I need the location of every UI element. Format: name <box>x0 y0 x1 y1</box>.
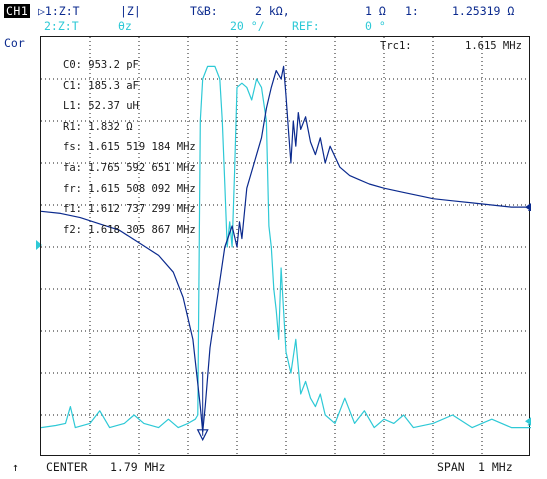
trace2-ref-label: REF: <box>292 19 320 33</box>
trace1-marker-value: 1.25319 Ω <box>452 4 515 18</box>
param-value: 1.612 737 299 MHz <box>81 203 196 216</box>
reference-position-marker-icon[interactable] <box>36 240 42 250</box>
param-value: 1.618 305 867 MHz <box>81 223 196 236</box>
param-name: fr: <box>63 182 82 195</box>
span-label: SPAN <box>437 460 465 474</box>
param-row: f1: 1.612 737 299 MHz <box>63 203 196 215</box>
reference-marker-2-icon <box>525 417 531 426</box>
param-name: fs: <box>63 141 82 154</box>
trace-marker-frequency: 1.615 MHz <box>465 40 522 52</box>
trace1-format: |Z| <box>120 4 141 18</box>
trace1-scale-label: T&B: <box>190 4 218 18</box>
marker-arrow-icon: ↑ <box>12 460 19 474</box>
param-row: fr: 1.615 508 092 MHz <box>63 183 196 195</box>
param-row: C1: 185.3 aF <box>63 80 139 92</box>
param-name: L1: <box>63 100 82 113</box>
trace-line-impedance <box>41 65 531 433</box>
trace-chart: 12 <box>41 37 531 457</box>
param-name: f1: <box>63 203 82 216</box>
reference-marker-1-icon <box>525 203 531 212</box>
trace1-scale-value: 2 kΩ, <box>255 4 290 18</box>
param-row: f2: 1.618 305 867 MHz <box>63 224 196 236</box>
center-value[interactable]: 1.79 MHz <box>110 460 166 474</box>
param-row: L1: 52.37 uH <box>63 100 139 112</box>
span-value[interactable]: 1 MHz <box>478 460 513 474</box>
reference-marker-1-label: 1 <box>527 204 531 214</box>
trace2-ref-value: 0 ° <box>365 19 386 33</box>
param-value: 1.615 508 092 MHz <box>81 182 196 195</box>
trace-marker-label: Trc1: <box>380 40 412 52</box>
param-value: 185.3 aF <box>81 79 139 92</box>
param-row: C0: 953.2 pF <box>63 59 139 71</box>
trace2-format: θz <box>118 19 132 33</box>
center-label: CENTER <box>46 460 88 474</box>
trace1-ref-value: 1 Ω <box>365 4 386 18</box>
trace2-scale-value: 20 °/ <box>230 19 265 33</box>
trace2-label[interactable]: 2:Z:T <box>44 19 79 33</box>
marker-triangle-icon <box>196 429 209 442</box>
param-value: 1.765 592 651 MHz <box>81 162 196 174</box>
param-value: 953.2 pF <box>81 59 139 71</box>
param-value: 1.615 519 184 MHz <box>81 141 196 154</box>
param-name: fa: <box>63 162 82 174</box>
param-row: fa: 1.765 592 651 MHz <box>63 162 196 174</box>
reference-marker-2-label: 2 <box>527 418 531 428</box>
param-name: C1: <box>63 79 82 92</box>
param-row: fs: 1.615 519 184 MHz <box>63 141 196 153</box>
param-name: C0: <box>63 59 82 71</box>
trace1-marker-label: 1: <box>405 4 419 18</box>
channel-indicator[interactable]: CH1 <box>4 4 31 18</box>
correction-label: Cor <box>4 36 25 50</box>
param-row: R1: 1.832 Ω <box>63 121 133 133</box>
param-name: R1: <box>63 120 82 133</box>
param-value: 1.832 Ω <box>81 120 133 133</box>
trace-line-phase <box>41 65 531 429</box>
param-name: f2: <box>63 223 82 236</box>
param-value: 52.37 uH <box>81 100 139 113</box>
trace1-label[interactable]: ▷1:Z:T <box>38 4 80 18</box>
